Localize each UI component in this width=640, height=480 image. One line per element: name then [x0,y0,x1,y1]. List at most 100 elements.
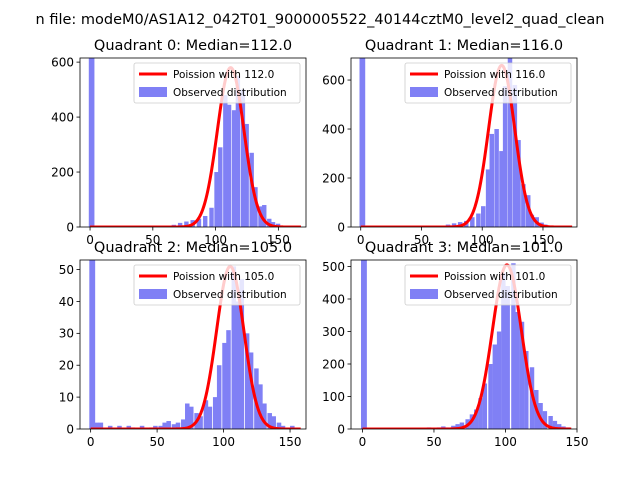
legend-observed-label: Observed distribution [444,87,558,99]
histogram-bar [360,58,366,227]
legend-poisson-label: Poission with 112.0 [173,69,274,81]
histogram-bar [98,422,104,429]
y-tick-label: 0 [66,422,74,436]
histogram-bar [262,403,267,429]
histogram-bar [181,419,186,429]
x-tick-label: 100 [494,435,517,449]
histogram-bar [218,147,223,227]
histogram-bar [258,384,263,429]
x-tick-label: 50 [145,233,160,247]
histogram-bar [240,89,246,227]
x-tick-label: 150 [566,435,589,449]
legend-poisson-label: Poission with 101.0 [444,271,545,283]
y-tick-label: 200 [322,357,345,371]
histogram-bar [107,425,113,429]
panel-quadrant-1: Quadrant 1: Median=116.0 0 50 100 150 0 200 40… [322,38,578,247]
histogram-bar [162,422,167,429]
y-tick-label: 40 [59,295,74,309]
x-tick-label: 100 [471,233,494,247]
plot-area [89,260,302,429]
axes-frame [350,57,578,228]
histogram-bar [209,207,214,227]
legend-box [404,62,572,104]
y-tick-label: 20 [59,359,74,373]
histogram-bar [226,104,232,227]
histogram-bar [481,206,486,227]
histogram-bar [507,58,513,227]
histogram-bar [455,424,460,429]
axes-frame [79,259,307,430]
panel-title: Quadrant 0: Median=112.0 [94,38,292,54]
panel-title: Quadrant 1: Median=116.0 [365,38,563,54]
x-tick-label: 0 [86,233,94,247]
histogram-bar [158,425,163,429]
x-tick-label: 50 [414,233,429,247]
histogram-bar [529,214,535,227]
histogram-bar [235,301,241,429]
histogram-bar [512,84,518,227]
histogram-bar [231,266,237,429]
legend-box [133,264,301,306]
histogram-bar [451,223,457,227]
legend-poisson-label: Poission with 116.0 [444,69,545,81]
legend-observed-label: Observed distribution [173,289,287,301]
legend-observed-swatch [410,289,438,299]
x-tick-label: 0 [357,233,365,247]
legend-observed-swatch [139,87,167,97]
histogram-bar [525,195,531,227]
histogram-bar [271,416,276,429]
legend-box [404,264,572,306]
poisson-curve [89,66,302,227]
histogram-bar [276,422,282,429]
histogram-bar [474,409,479,429]
histogram-bar [139,425,145,429]
histogram-bar [489,133,495,227]
histogram-bar [184,221,189,227]
histogram-bar [185,403,190,429]
legend: Poission with 105.0 Observed distribution [133,264,301,306]
legend-box [133,62,301,104]
histogram-bar [519,321,525,429]
histogram-bar [244,123,249,227]
poisson-curve [89,264,302,429]
axes-frame [79,57,307,228]
y-tick-label: 400 [322,292,345,306]
axes-frame [350,259,578,430]
x-tick-label: 0 [359,435,367,449]
legend: Poission with 116.0 Observed distribution [404,62,572,104]
x-tick-label: 50 [426,435,441,449]
histogram-bar [90,58,95,227]
histogram-bar [459,422,465,429]
x-tick-label: 100 [204,233,227,247]
histogram-bar [267,218,272,227]
histogram-bar [511,263,516,429]
x-tick-label: 50 [149,435,164,449]
figure-title: n file: modeM0/AS1A12_042T01_9000005522_… [36,12,605,28]
y-tick-label: 600 [322,73,345,87]
panel-quadrant-3: Quadrant 3: Median=101.0 0 50 100 150 0 100 20… [322,240,588,449]
y-tick-label: 0 [337,220,345,234]
legend-observed-label: Observed distribution [173,87,287,99]
histogram-bar [222,342,227,429]
histogram-bar [470,217,475,227]
histogram-bar [239,279,245,429]
histogram-bar [177,222,183,227]
y-tick-label: 400 [322,122,345,136]
histogram-bar [249,152,254,227]
histogram-bar [117,425,122,429]
histogram-bar [226,330,231,429]
x-tick-label: 0 [87,435,95,449]
histogram-bar [501,273,506,429]
x-tick-label: 150 [532,233,555,247]
y-tick-label: 200 [322,171,345,185]
histogram-bar [153,425,158,429]
plot-area [359,58,574,227]
y-tick-label: 200 [51,165,74,179]
histogram-bar [207,406,213,429]
histogram-bar [126,425,132,429]
y-tick-label: 300 [322,325,345,339]
legend: Poission with 101.0 Observed distribution [404,264,572,306]
histogram-bar [499,151,504,227]
histogram-bar [214,172,219,227]
histogram-bar [556,424,562,429]
